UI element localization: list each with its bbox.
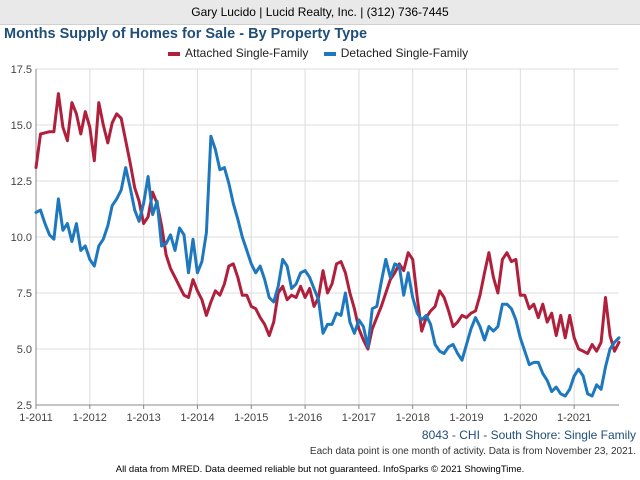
area-label: 8043 - CHI - South Shore: Single Family [421, 428, 636, 442]
legend-item-attached: Attached Single-Family [168, 46, 308, 60]
legend-label-detached: Detached Single-Family [340, 46, 469, 60]
y-tick-label: 7.5 [17, 288, 32, 300]
chart-title: Months Supply of Homes for Sale - By Pro… [4, 26, 368, 42]
x-tick-label: 1-2015 [234, 412, 268, 424]
legend-label-attached: Attached Single-Family [185, 46, 309, 60]
y-tick-label: 12.5 [11, 176, 32, 188]
tick-labels: 2.5 5.0 7.5 10.0 12.5 15.0 17.5 1-2011 1-2012 1-2… [11, 64, 592, 424]
legend-swatch-detached [323, 51, 336, 56]
y-tick-label: 5.0 [17, 344, 32, 356]
y-tick-label: 15.0 [11, 120, 32, 132]
grid-lines [35, 68, 619, 406]
series-line-detached [34, 134, 621, 398]
agent-header: Gary Lucido | Lucid Realty, Inc. | (312)… [0, 0, 640, 25]
x-tick-label: 1-2018 [396, 412, 430, 424]
x-tick-label: 1-2017 [342, 412, 376, 424]
page-footer: All data from MRED. Data deemed reliable… [115, 464, 525, 475]
x-tick-label: 1-2011 [19, 412, 52, 424]
x-tick-label: 1-2020 [503, 412, 537, 424]
x-tick-label: 1-2016 [288, 412, 322, 424]
axes [35, 69, 619, 409]
series-lines [34, 92, 621, 398]
x-tick-label: 1-2013 [126, 412, 160, 424]
x-tick-label: 1-2012 [73, 412, 107, 424]
data-footnote: Each data point is one month of activity… [309, 446, 636, 457]
x-tick-label: 1-2019 [449, 412, 483, 424]
series-line-attached [34, 92, 621, 355]
y-tick-label: 2.5 [17, 400, 32, 412]
x-tick-label: 1-2014 [180, 412, 214, 424]
legend-item-detached: Detached Single-Family [323, 46, 469, 60]
x-tick-label: 1-2021 [557, 412, 591, 424]
chart-legend: Attached Single-Family Detached Single-F… [168, 46, 480, 60]
y-tick-label: 17.5 [11, 64, 32, 76]
y-tick-label: 10.0 [11, 232, 32, 244]
legend-swatch-attached [168, 51, 180, 56]
